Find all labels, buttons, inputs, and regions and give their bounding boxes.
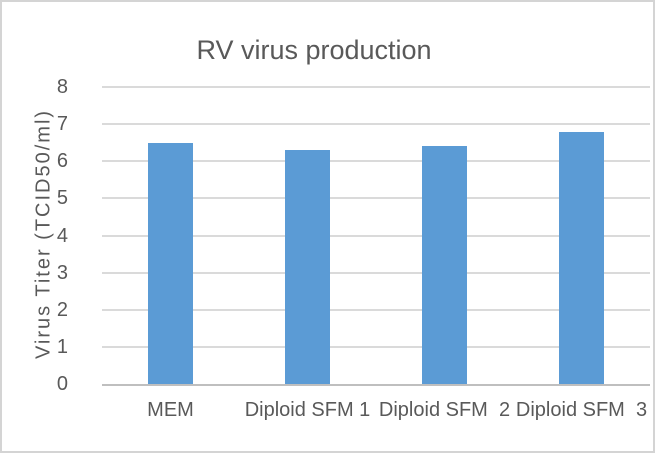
x-category-label: Diploid SFM 1 xyxy=(244,399,371,421)
y-tick-label: 4 xyxy=(56,224,68,247)
gridline xyxy=(102,234,650,237)
gridline xyxy=(102,271,650,274)
y-tick-label: 3 xyxy=(56,261,68,284)
gridline xyxy=(102,86,650,88)
gridline xyxy=(102,308,650,311)
bar-diploid-sfm-3 xyxy=(559,131,604,384)
y-tick-label: 6 xyxy=(56,150,68,173)
y-tick-label: 1 xyxy=(56,335,68,358)
gridline xyxy=(102,197,650,200)
gridline xyxy=(102,123,650,126)
chart-title: RV virus production xyxy=(196,35,432,65)
y-tick-label: 8 xyxy=(56,76,68,98)
x-category-label: MEM xyxy=(147,399,194,421)
bar-diploid-sfm-1 xyxy=(285,150,330,384)
x-category-label: Diploid SFM 3 xyxy=(515,399,648,421)
y-tick-label: 7 xyxy=(56,113,68,136)
y-tick-label: 5 xyxy=(56,187,68,210)
gridline xyxy=(102,160,650,163)
y-tick-label: 2 xyxy=(56,298,68,321)
plot-area xyxy=(102,86,650,386)
y-tick-label: 0 xyxy=(56,373,68,395)
bar-mem xyxy=(148,142,193,384)
bar-diploid-sfm-2 xyxy=(422,146,467,384)
gridline xyxy=(102,345,650,348)
x-category-label: Diploid SFM 2 xyxy=(378,399,511,421)
